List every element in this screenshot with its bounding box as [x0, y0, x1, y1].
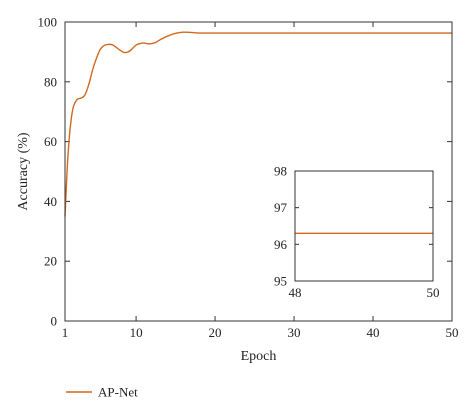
legend-label-ap-net: AP-Net: [98, 385, 138, 400]
inset-ticks: 48 50 95 96 97 98: [274, 164, 440, 301]
inset-y-tick-label-97: 97: [274, 200, 288, 215]
main-x-tick-label-20: 20: [209, 325, 222, 340]
y-axis-title: Accuracy (%): [16, 132, 31, 210]
main-y-tick-label-80: 80: [44, 74, 57, 89]
main-y-tick-label-60: 60: [44, 134, 57, 149]
main-plot: 1 10 20 30 40 50 0 20 40 60 80 100: [38, 15, 459, 341]
legend: AP-Net: [66, 385, 138, 400]
plot-frame: [64, 21, 453, 322]
main-x-tick-label-1: 1: [62, 325, 69, 340]
inset-frame: [294, 170, 434, 282]
main-y-tick-label-40: 40: [44, 194, 57, 209]
inset-y-tick-label-98: 98: [274, 164, 287, 179]
inset-x-tick-label-48: 48: [289, 285, 302, 300]
main-x-tick-label-40: 40: [367, 325, 380, 340]
main-x-tick-label-50: 50: [446, 325, 459, 340]
inset-y-tick-label-95: 95: [274, 274, 287, 289]
inset-y-tick-label-96: 96: [274, 237, 288, 252]
main-x-tick-label-10: 10: [130, 325, 143, 340]
x-axis-title: Epoch: [241, 349, 277, 364]
series-line-ap-net: [64, 31, 452, 217]
main-ticks: 1 10 20 30 40 50 0 20 40 60 80 100: [38, 15, 459, 341]
main-x-tick-label-30: 30: [288, 325, 301, 340]
inset-x-tick-label-50: 50: [427, 285, 440, 300]
main-y-tick-label-100: 100: [38, 15, 58, 30]
main-y-tick-label-20: 20: [44, 254, 57, 269]
inset-background: [295, 171, 433, 281]
inset-plot: 48 50 95 96 97 98: [274, 164, 440, 301]
main-y-tick-label-0: 0: [51, 314, 58, 329]
